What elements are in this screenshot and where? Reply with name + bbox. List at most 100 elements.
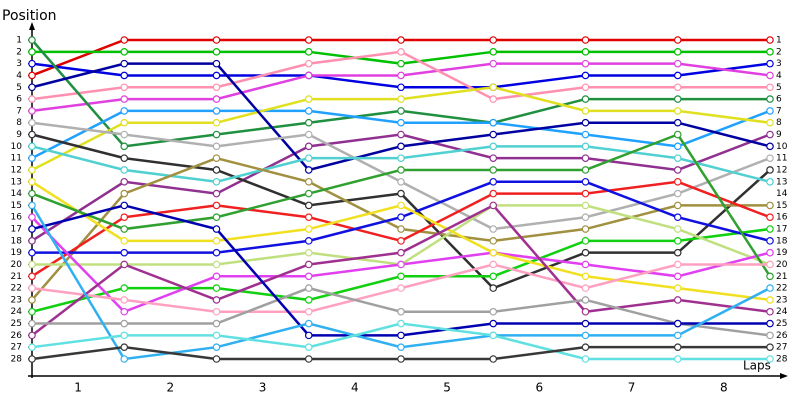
point bbox=[581, 189, 590, 198]
series-line bbox=[31, 121, 771, 231]
point bbox=[28, 272, 36, 281]
point bbox=[212, 296, 221, 304]
point bbox=[673, 130, 682, 139]
point bbox=[304, 260, 313, 269]
y-tick-label: 22 bbox=[11, 284, 22, 294]
point bbox=[489, 355, 498, 363]
point bbox=[766, 225, 774, 233]
point bbox=[120, 71, 129, 80]
point bbox=[28, 296, 36, 304]
y-tick-label-right: 11 bbox=[776, 154, 787, 164]
point bbox=[212, 95, 221, 103]
point bbox=[397, 189, 405, 198]
point bbox=[489, 319, 498, 328]
y-tick-label: 2 bbox=[16, 47, 22, 57]
point bbox=[581, 343, 590, 351]
point bbox=[673, 331, 682, 340]
point bbox=[28, 130, 36, 139]
point bbox=[304, 296, 313, 304]
y-tick-label: 8 bbox=[16, 118, 22, 128]
y-axis-label: Position bbox=[2, 8, 57, 24]
y-tick-label: 13 bbox=[11, 177, 22, 187]
point bbox=[673, 83, 682, 92]
series-line bbox=[31, 38, 770, 77]
point bbox=[212, 284, 221, 292]
point bbox=[581, 48, 590, 56]
point bbox=[766, 71, 774, 80]
point bbox=[766, 355, 774, 363]
point bbox=[397, 272, 405, 281]
y-tick-label-right: 23 bbox=[776, 295, 787, 305]
series-line bbox=[31, 322, 770, 361]
point bbox=[304, 142, 313, 151]
x-axis-label: Laps bbox=[743, 359, 771, 373]
point bbox=[581, 118, 590, 127]
point bbox=[581, 59, 590, 68]
point bbox=[581, 201, 590, 210]
point bbox=[489, 237, 498, 245]
point bbox=[304, 36, 313, 44]
point bbox=[212, 107, 221, 115]
point bbox=[304, 201, 313, 210]
point bbox=[28, 36, 36, 44]
point bbox=[212, 331, 221, 340]
point bbox=[397, 213, 405, 222]
point bbox=[489, 272, 498, 281]
y-tick-label: 12 bbox=[11, 165, 22, 175]
point bbox=[581, 154, 590, 162]
point bbox=[28, 225, 36, 233]
point bbox=[673, 248, 682, 257]
point bbox=[766, 107, 774, 115]
point bbox=[304, 355, 313, 363]
point bbox=[489, 118, 498, 127]
point bbox=[581, 331, 590, 340]
point bbox=[397, 331, 405, 340]
point bbox=[673, 225, 682, 233]
y-tick-label-right: 14 bbox=[776, 189, 788, 199]
point bbox=[212, 260, 221, 269]
point bbox=[304, 319, 313, 328]
point bbox=[304, 154, 313, 162]
point bbox=[489, 166, 498, 174]
point bbox=[489, 248, 498, 257]
point bbox=[120, 343, 129, 351]
point bbox=[489, 154, 498, 162]
point bbox=[28, 260, 36, 269]
point bbox=[120, 355, 129, 363]
point bbox=[212, 319, 221, 328]
point bbox=[581, 355, 590, 363]
point bbox=[673, 166, 682, 174]
y-tick-label: 26 bbox=[11, 331, 23, 341]
point bbox=[581, 142, 590, 151]
point bbox=[120, 166, 129, 174]
y-tick-label-right: 7 bbox=[776, 106, 782, 116]
point bbox=[304, 59, 313, 68]
y-tick-label-right: 4 bbox=[776, 71, 782, 81]
y-tick-label: 9 bbox=[16, 130, 22, 140]
point bbox=[397, 201, 405, 210]
point bbox=[304, 130, 313, 139]
point bbox=[120, 83, 129, 92]
point bbox=[489, 95, 498, 103]
point bbox=[489, 189, 498, 198]
y-tick-label: 6 bbox=[16, 95, 22, 105]
point bbox=[397, 142, 405, 151]
point bbox=[766, 95, 774, 103]
point bbox=[766, 177, 774, 186]
y-tick-label-right: 25 bbox=[776, 319, 787, 329]
point bbox=[766, 36, 774, 44]
y-tick-label-right: 20 bbox=[776, 260, 788, 270]
point bbox=[673, 355, 682, 363]
point bbox=[397, 107, 405, 115]
point bbox=[397, 36, 405, 44]
y-tick-label: 18 bbox=[11, 236, 23, 246]
point bbox=[304, 248, 313, 257]
point bbox=[212, 59, 221, 68]
series-line bbox=[31, 145, 771, 184]
y-tick-label: 4 bbox=[16, 71, 22, 81]
point bbox=[673, 142, 682, 151]
point bbox=[766, 307, 774, 316]
point bbox=[212, 343, 221, 351]
point bbox=[766, 154, 774, 162]
point bbox=[489, 225, 498, 233]
